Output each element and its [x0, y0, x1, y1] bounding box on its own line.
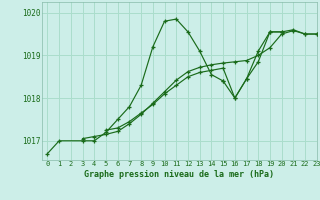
X-axis label: Graphe pression niveau de la mer (hPa): Graphe pression niveau de la mer (hPa) [84, 170, 274, 179]
